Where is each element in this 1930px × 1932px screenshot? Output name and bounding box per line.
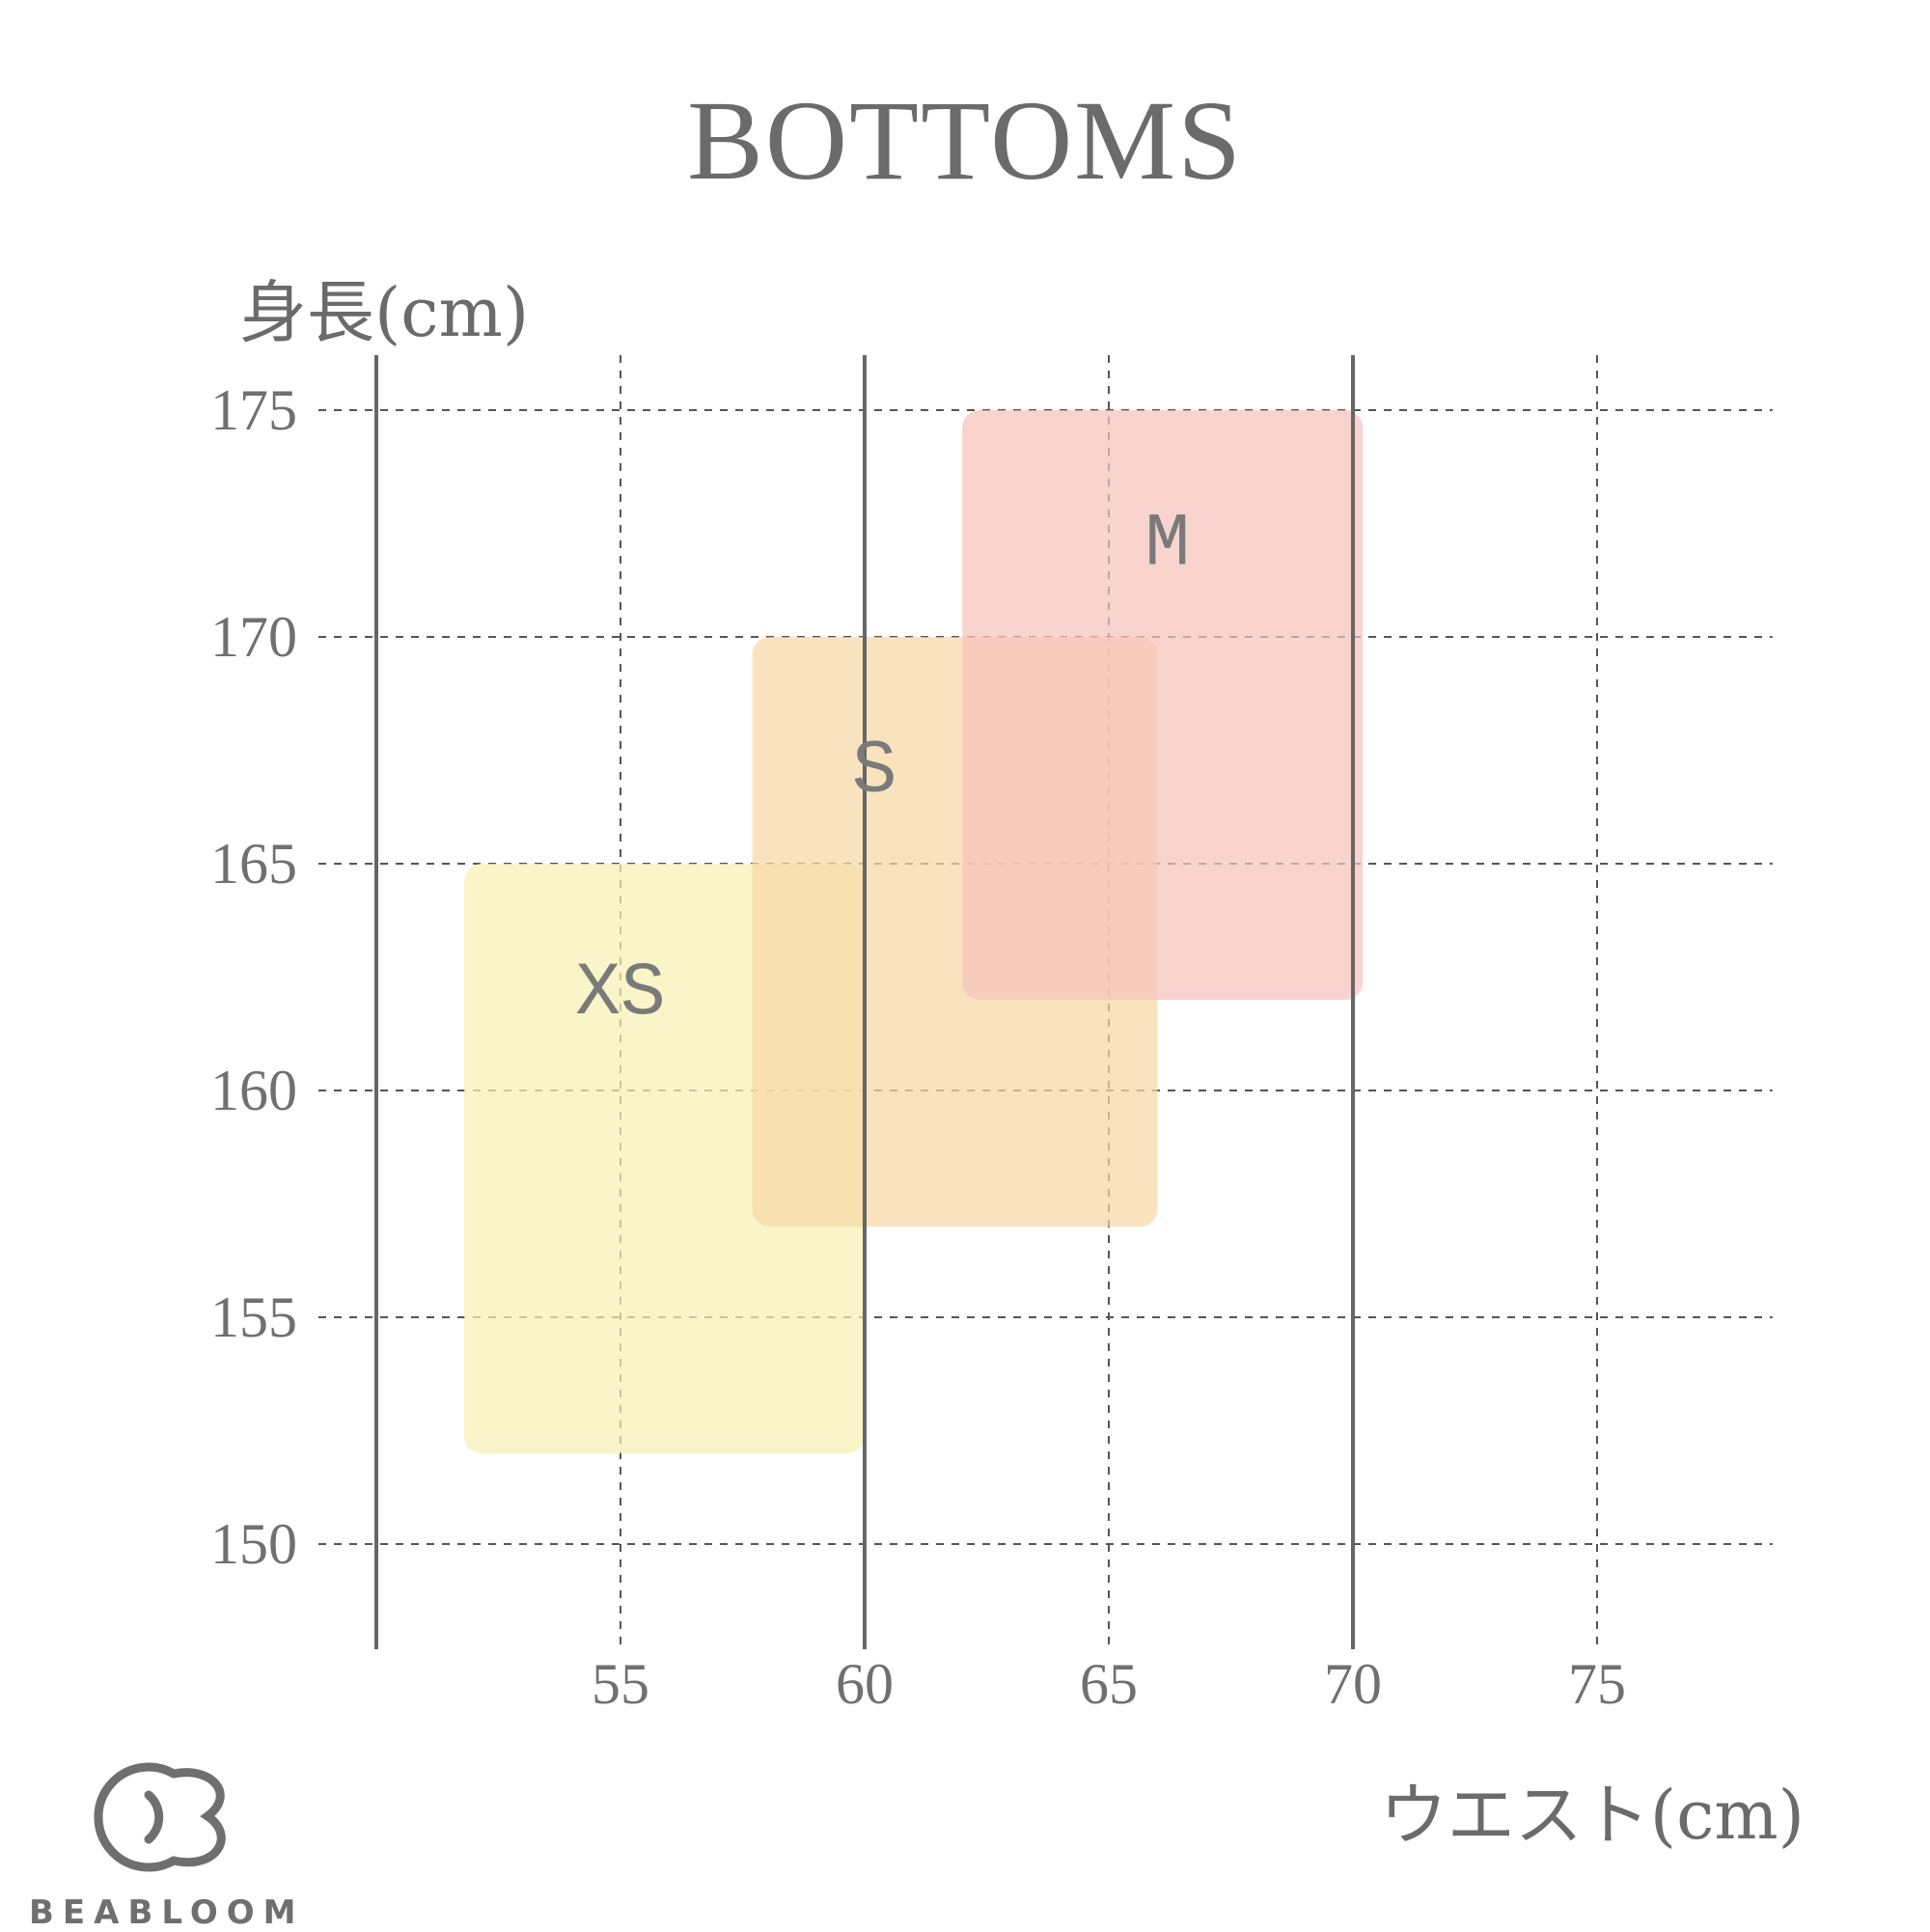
- x-tick-label: 65: [1080, 1652, 1138, 1716]
- size-label-m: M: [1144, 503, 1190, 588]
- brand-name: BEABLOOM: [29, 1893, 305, 1932]
- y-tick-label: 170: [210, 605, 297, 669]
- y-tick-label: 150: [210, 1512, 297, 1576]
- brand-logo: BEABLOOM: [29, 1727, 295, 1932]
- y-axis-label: 身長(cm): [239, 273, 530, 352]
- size-label-s: S: [852, 730, 897, 814]
- y-tick-label: 175: [210, 378, 297, 442]
- chart-title: BOTTOMS: [687, 77, 1243, 204]
- y-tick-label: 165: [210, 832, 297, 896]
- beabloom-logo-icon: [94, 1762, 226, 1872]
- x-tick-label: 70: [1324, 1652, 1382, 1716]
- size-box-m: [962, 410, 1364, 1000]
- x-tick-label: 55: [592, 1652, 649, 1716]
- size-label-xs: XS: [575, 952, 666, 1036]
- x-tick-label: 75: [1568, 1652, 1626, 1716]
- axis-lines: [374, 355, 1355, 1649]
- y-tick-label: 155: [210, 1285, 297, 1349]
- x-tick-label: 60: [836, 1652, 894, 1716]
- tick-labels: 150 155 160 165 170 175 55 60 65 70 75: [210, 378, 1626, 1716]
- x-axis-label: ウエスト(cm): [1379, 1776, 1805, 1855]
- size-labels: XS S M: [575, 503, 1190, 1036]
- size-boxes: [464, 410, 1364, 1453]
- y-tick-label: 160: [210, 1059, 297, 1122]
